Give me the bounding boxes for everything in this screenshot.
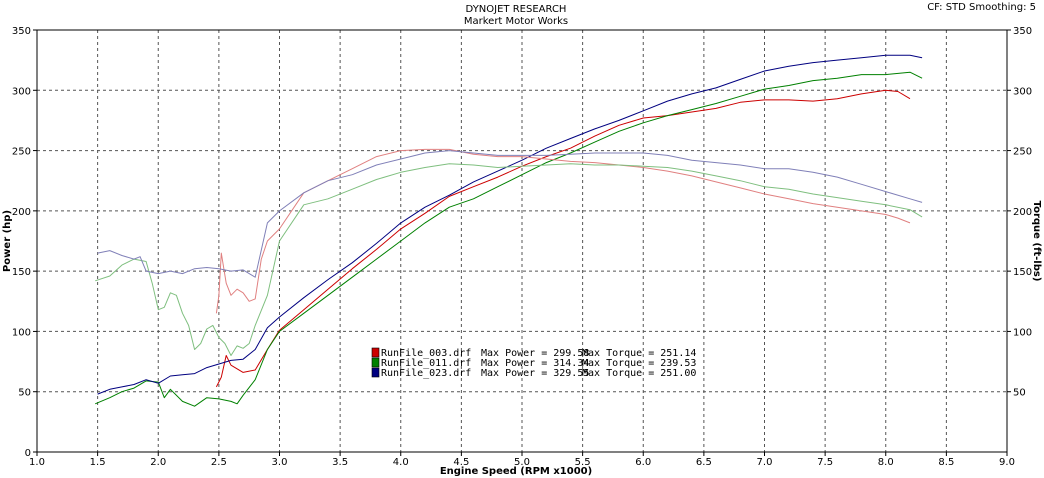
y2-tick-label: 350 [1013, 26, 1032, 37]
y2-tick-label: 200 [1013, 207, 1032, 218]
series-line-torque-3 [97, 150, 923, 278]
x-tick-label: 9.0 [999, 457, 1015, 468]
y-tick-label: 250 [12, 147, 31, 158]
series-line-torque-2 [95, 163, 923, 356]
y-tick-label: 50 [18, 388, 31, 399]
chart-subtitle: Markert Motor Works [464, 16, 568, 27]
x-tick-label: 4.5 [453, 457, 469, 468]
legend-file: RunFile_023.drf [381, 368, 471, 379]
y-axis-label: Power (hp) [2, 210, 13, 272]
series-lines [95, 54, 923, 407]
y2-tick-label: 100 [1013, 327, 1032, 338]
x-tick-label: 3.0 [272, 457, 288, 468]
x-tick-label: 2.0 [150, 457, 166, 468]
legend-swatch [371, 347, 380, 358]
legend-swatch [371, 367, 380, 378]
x-axis-label: Engine Speed (RPM x1000) [440, 466, 592, 477]
y-tick-label: 300 [12, 86, 31, 97]
x-tick-label: 8.5 [938, 457, 954, 468]
legend-max-torque: Max Torque = 251.00 [582, 368, 696, 379]
y2-tick-label: 150 [1013, 267, 1032, 278]
legend-file: RunFile_003.drf [381, 348, 471, 359]
x-tick-label: 8.0 [878, 457, 894, 468]
y-tick-label: 150 [12, 267, 31, 278]
y-tick-label: 100 [12, 327, 31, 338]
x-tick-label: 5.0 [514, 457, 530, 468]
y2-tick-label: 300 [1013, 86, 1032, 97]
chart-title: DYNOJET RESEARCH [466, 4, 567, 15]
legend-file: RunFile_011.drf [381, 358, 471, 369]
y2-tick-label: 250 [1013, 147, 1032, 158]
grid-lines [37, 30, 1007, 452]
tick-labels: 1.0 1.5 2.0 2.5 3.0 3.5 4.0 4.5 5.0 5.5 6.0 6.5 7.0 7… [12, 26, 1032, 468]
x-tick-label: 6.5 [696, 457, 712, 468]
legend-max-torque: Max Torque = 239.53 [582, 358, 696, 369]
x-tick-label: 1.0 [29, 457, 45, 468]
x-tick-label: 1.5 [90, 457, 106, 468]
y2-axis-label: Torque (ft-lbs) [1031, 201, 1042, 282]
x-tick-label: 4.0 [393, 457, 409, 468]
x-tick-label: 5.5 [575, 457, 591, 468]
series-line-torque-1 [215, 148, 911, 314]
series-line-power-3 [97, 54, 923, 395]
x-tick-label: 6.0 [635, 457, 651, 468]
series-line-power-2 [95, 71, 923, 407]
y2-tick-label: 50 [1013, 388, 1026, 399]
legend-max-power: Max Power = 329.55 [481, 368, 589, 379]
x-tick-label: 7.5 [817, 457, 833, 468]
y-tick-label: 0 [25, 448, 31, 459]
legend-max-power: Max Power = 314.34 [481, 358, 589, 369]
y-tick-label: 200 [12, 207, 31, 218]
y-tick-label: 350 [12, 26, 31, 37]
legend-max-torque: Max Torque = 251.14 [582, 348, 696, 359]
series-line-power-1 [215, 89, 911, 388]
x-tick-label: 2.5 [211, 457, 227, 468]
x-tick-label: 7.0 [757, 457, 773, 468]
settings-text: CF: STD Smoothing: 5 [927, 2, 1036, 13]
x-tick-label: 3.5 [332, 457, 348, 468]
legend-max-power: Max Power = 299.58 [481, 348, 589, 359]
legend-swatch [371, 357, 380, 368]
